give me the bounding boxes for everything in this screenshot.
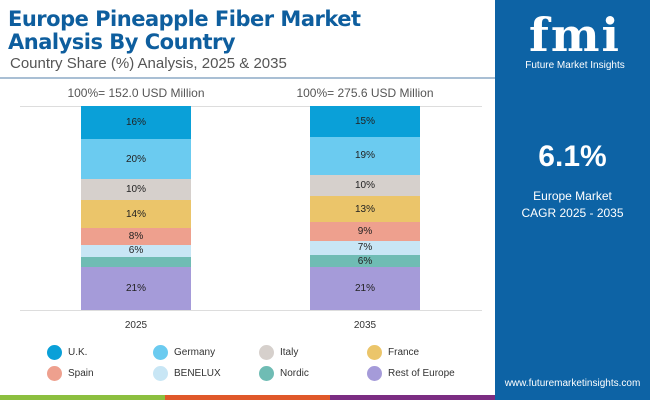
bar-segment-u-k--2035: 15% xyxy=(310,106,420,137)
side-panel: fmi Future Market Insights 6.1% Europe Ma… xyxy=(495,0,650,400)
legend-label: Nordic xyxy=(280,368,309,379)
legend-swatch xyxy=(367,366,382,381)
fmi-logo: fmi Future Market Insights xyxy=(515,10,635,71)
data-label: 20% xyxy=(125,153,146,165)
legend-label: Germany xyxy=(174,347,216,358)
legend-item: Nordic xyxy=(259,366,309,381)
total-2035: 100%= 275.6 USD Million xyxy=(296,86,434,100)
cagr-label-line-2: CAGR 2025 - 2035 xyxy=(521,206,624,220)
x-label-2025: 2025 xyxy=(124,320,148,331)
total-2025: 100%= 152.0 USD Million xyxy=(67,86,205,100)
logo-mark: fmi xyxy=(529,8,621,62)
legend-label: France xyxy=(388,347,420,358)
bar-segment-italy-2035: 10% xyxy=(310,175,420,196)
bar-segment-france-2025: 14% xyxy=(81,199,191,229)
data-label: 21% xyxy=(354,283,375,295)
stripe-green xyxy=(0,395,165,400)
title-line-2: Analysis By Country xyxy=(8,30,236,54)
bar-segment-benelux-2035: 7% xyxy=(310,240,420,255)
title-line-1: Europe Pineapple Fiber Market xyxy=(8,7,361,31)
bar-segment-nordic-2025 xyxy=(81,256,191,268)
legend-item: U.K. xyxy=(47,345,87,360)
bar-segment-rest-of-europe-2025: 21% xyxy=(81,267,191,310)
legend-item: Rest of Europe xyxy=(367,366,455,381)
gridline xyxy=(20,310,482,311)
data-label: 6% xyxy=(128,245,144,257)
legend-item: France xyxy=(367,345,419,360)
divider xyxy=(0,77,495,79)
bar-segment-germany-2035: 19% xyxy=(310,136,420,176)
bar-segment-spain-2025: 8% xyxy=(81,228,191,245)
legend-swatch xyxy=(367,345,382,360)
legend-label: Italy xyxy=(280,347,299,358)
cagr-label-line-1: Europe Market xyxy=(533,189,612,203)
data-label: 9% xyxy=(357,225,373,237)
data-label: 19% xyxy=(354,150,375,162)
stripe-orange xyxy=(165,395,330,400)
cagr-label: Europe Market CAGR 2025 - 2035 xyxy=(495,188,650,222)
bar-segment-u-k--2025: 16% xyxy=(81,106,191,139)
bar-segment-spain-2035: 9% xyxy=(310,222,420,241)
bar-segment-benelux-2025: 6% xyxy=(81,244,191,257)
data-label: 14% xyxy=(125,208,146,220)
legend-swatch xyxy=(153,366,168,381)
data-label: 10% xyxy=(125,184,146,196)
legend-item: Germany xyxy=(153,345,215,360)
data-label: 16% xyxy=(125,116,146,128)
legend-item: BENELUX xyxy=(153,366,221,381)
data-label: 8% xyxy=(128,231,144,243)
cagr-value: 6.1% xyxy=(538,140,607,173)
logo-name: Future Market Insights xyxy=(525,60,625,71)
bar-segment-nordic-2035: 6% xyxy=(310,254,420,268)
stripe-purple xyxy=(330,395,495,400)
legend-label: U.K. xyxy=(68,347,88,358)
data-label: 10% xyxy=(354,180,375,192)
bar-segment-italy-2025: 10% xyxy=(81,179,191,200)
legend-label: BENELUX xyxy=(174,368,221,379)
bar-segment-germany-2025: 20% xyxy=(81,138,191,180)
legend-label: Spain xyxy=(68,368,94,379)
bar-segment-rest-of-europe-2035: 21% xyxy=(310,267,420,310)
legend-swatch xyxy=(153,345,168,360)
x-label-2035: 2035 xyxy=(353,320,377,331)
data-label: 6% xyxy=(357,255,373,267)
data-label: 7% xyxy=(357,242,373,254)
data-label: 15% xyxy=(354,115,375,127)
legend-label: Rest of Europe xyxy=(388,368,455,379)
legend-swatch xyxy=(47,366,62,381)
legend-item: Spain xyxy=(47,366,94,381)
website-link[interactable]: www.futuremarketinsights.com xyxy=(504,378,641,389)
gridline xyxy=(20,106,482,107)
page-title: Europe Pineapple Fiber Market Analysis By… xyxy=(8,8,361,54)
subtitle: Country Share (%) Analysis, 2025 & 2035 xyxy=(10,55,287,72)
legend-swatch xyxy=(259,366,274,381)
data-label: 21% xyxy=(125,283,146,295)
legend-swatch xyxy=(259,345,274,360)
data-label: 13% xyxy=(354,203,375,215)
bar-segment-france-2035: 13% xyxy=(310,195,420,223)
legend-item: Italy xyxy=(259,345,298,360)
legend-swatch xyxy=(47,345,62,360)
